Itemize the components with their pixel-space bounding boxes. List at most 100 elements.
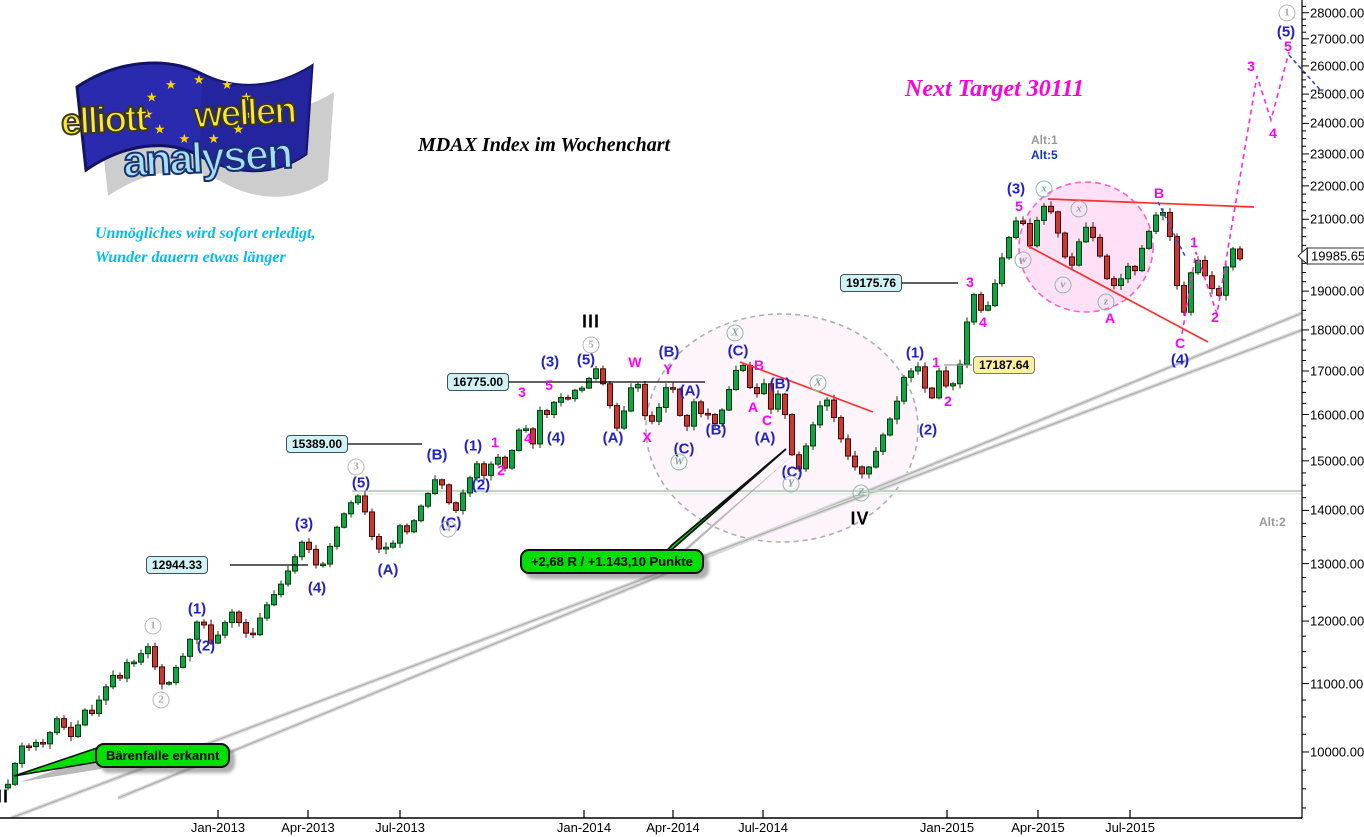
wave-label-A-b: (A) [679, 382, 701, 400]
y-axis-label: 22000.00 [1310, 178, 1364, 194]
wave-label-A-b: (A) [602, 429, 624, 447]
wave-label-Z-t: Z [852, 484, 870, 502]
price-level-box: 17187.64 [973, 356, 1036, 374]
svg-text:★: ★ [146, 90, 158, 105]
y-axis-label: 19000.00 [1310, 283, 1364, 299]
wave-label-5-b: (5) [351, 474, 371, 492]
y-axis-label: 23000.00 [1310, 146, 1364, 162]
next-target-label: Next Target 30111 [905, 76, 1085, 102]
svg-text:★: ★ [154, 122, 166, 137]
logo-word-analysen: analysen [121, 129, 293, 188]
wave-label-Y-t: Y [782, 475, 800, 493]
price-level-box: 19175.76 [840, 274, 903, 292]
wave-label-2-g: 2 [152, 691, 170, 709]
x-axis-label: Jan-2013 [190, 820, 246, 835]
y-axis-label: 10000.00 [1310, 744, 1364, 760]
wave-label-B-b: (B) [658, 343, 680, 361]
wave-label-C-m: C [761, 412, 773, 428]
wave-label-3-b: (3) [294, 515, 314, 533]
trade-result-callout: +2,68 R / +1.143,10 Punkte [520, 549, 704, 574]
y-axis-label: 26000.00 [1310, 58, 1364, 74]
tagline-line-1: Unmögliches wird sofort erledigt, [95, 225, 316, 242]
y-axis-label: 15000.00 [1310, 453, 1364, 469]
wave-label-X-t: X [809, 374, 827, 392]
wave-label-1-m: 1 [932, 354, 940, 370]
wave-label-1-m: 1 [1190, 234, 1198, 250]
wave-label-4-b: (4) [1170, 351, 1190, 369]
wave-label-A-m: A [1104, 310, 1116, 326]
wave-label-4-g: 4 [439, 520, 457, 538]
bear-trap-callout: Bärenfalle erkannt [95, 743, 231, 768]
wave-label-1-b: (1) [463, 437, 483, 455]
y-axis-label: 21000.00 [1310, 211, 1364, 227]
y-axis-label: 27000.00 [1310, 31, 1364, 47]
x-axis-label: Jan-2014 [556, 820, 612, 835]
wave-label-5-g: 5 [582, 336, 600, 354]
wave-label-3-g: 3 [347, 458, 365, 476]
alt5-label: Alt:5 [1031, 148, 1058, 162]
wave-label-x-t: x [1035, 180, 1053, 198]
svg-text:★: ★ [179, 131, 191, 146]
wave-label-W-t: W [670, 453, 688, 471]
alt1-label: Alt:1 [1031, 133, 1058, 147]
wave-label-3-m: 3 [518, 384, 526, 400]
svg-text:★: ★ [193, 72, 205, 87]
svg-text:★: ★ [165, 77, 177, 92]
wave-label-Y-m: Y [663, 361, 673, 377]
svg-text:★: ★ [245, 106, 257, 121]
wave-label-4-m: 4 [1269, 125, 1277, 141]
wave-label-5-b: (5) [576, 351, 596, 369]
wave-label-v-t: v [1054, 276, 1072, 294]
wave-label-4-m: 4 [979, 314, 987, 330]
wave-label-2-m: 2 [1211, 309, 1219, 325]
wave-label-4-b: (4) [546, 429, 566, 447]
wave-label-4-b: (4) [307, 579, 327, 597]
tagline-line-2: Wunder dauern etwas länger [95, 249, 286, 266]
wave-label-B-b: (B) [426, 446, 448, 464]
wave-label-4-m: 4 [524, 430, 532, 446]
alt2-label: Alt:2 [1259, 515, 1286, 529]
svg-text:★: ★ [208, 131, 220, 146]
wave-label-5-m: 5 [1284, 38, 1292, 54]
x-axis-label: Jul-2015 [1105, 820, 1155, 835]
wave-label-3-m: 3 [1247, 58, 1255, 74]
wave-label-5-m: 5 [1015, 198, 1023, 214]
wave-label-B-b: (B) [705, 421, 727, 439]
wave-label-X-t: X [726, 324, 744, 342]
svg-text:★: ★ [232, 122, 244, 137]
y-axis-label: 18000.00 [1310, 322, 1364, 338]
wave-label-W-m: W [628, 354, 642, 370]
chart-title: MDAX Index im Wochenchart [418, 134, 671, 156]
x-axis-label: Apr-2015 [1011, 820, 1065, 835]
wave-label-1-g: 1 [1278, 4, 1296, 22]
wave-label-w-t: w [1014, 251, 1032, 269]
y-axis-label: 25000.00 [1310, 86, 1364, 102]
svg-text:★: ★ [221, 77, 233, 92]
wave-label-2-m: 2 [497, 462, 505, 478]
wave-label-C-b: (C) [727, 342, 749, 360]
wave-label-B-b: (B) [769, 375, 791, 393]
wave-label-5-m: 5 [545, 377, 553, 393]
wave-label-3-m: 3 [966, 274, 974, 290]
wave-label-C-b: (C) [673, 440, 695, 458]
y-axis-label: 11000.00 [1310, 676, 1364, 692]
price-level-box: 16775.00 [447, 373, 510, 391]
current-price-tag: 19985.65 [1307, 247, 1364, 265]
y-axis-label: 12000.00 [1310, 613, 1364, 629]
wave-label-2-m: 2 [944, 393, 952, 409]
wave-label-A-b: (A) [377, 561, 399, 579]
y-axis-label: 17000.00 [1310, 363, 1364, 379]
logo: ★ ★ ★ ★ ★ ★ ★ ★ ★ ★ ★ elliott wellen analysen [59, 52, 352, 222]
wave-label-x-t: x [1070, 200, 1088, 218]
tagline: Unmögliches wird sofort erledigt, Wunder… [95, 222, 315, 270]
wave-label-A-m: A [747, 399, 759, 415]
wave-label-X-m: X [642, 429, 652, 445]
eu-flag-graphic: ★ ★★★★★★★★★★ [75, 61, 334, 197]
x-axis-label: Jul-2013 [375, 820, 425, 835]
wave-label-C-m: C [1174, 335, 1186, 351]
wave-label-z-t: z [1097, 293, 1115, 311]
wave-label-A-b: (A) [754, 429, 776, 447]
eu-stars: ★ ★★★★★★★★★★ [142, 72, 257, 146]
wave-label-B-m: B [1153, 185, 1165, 201]
